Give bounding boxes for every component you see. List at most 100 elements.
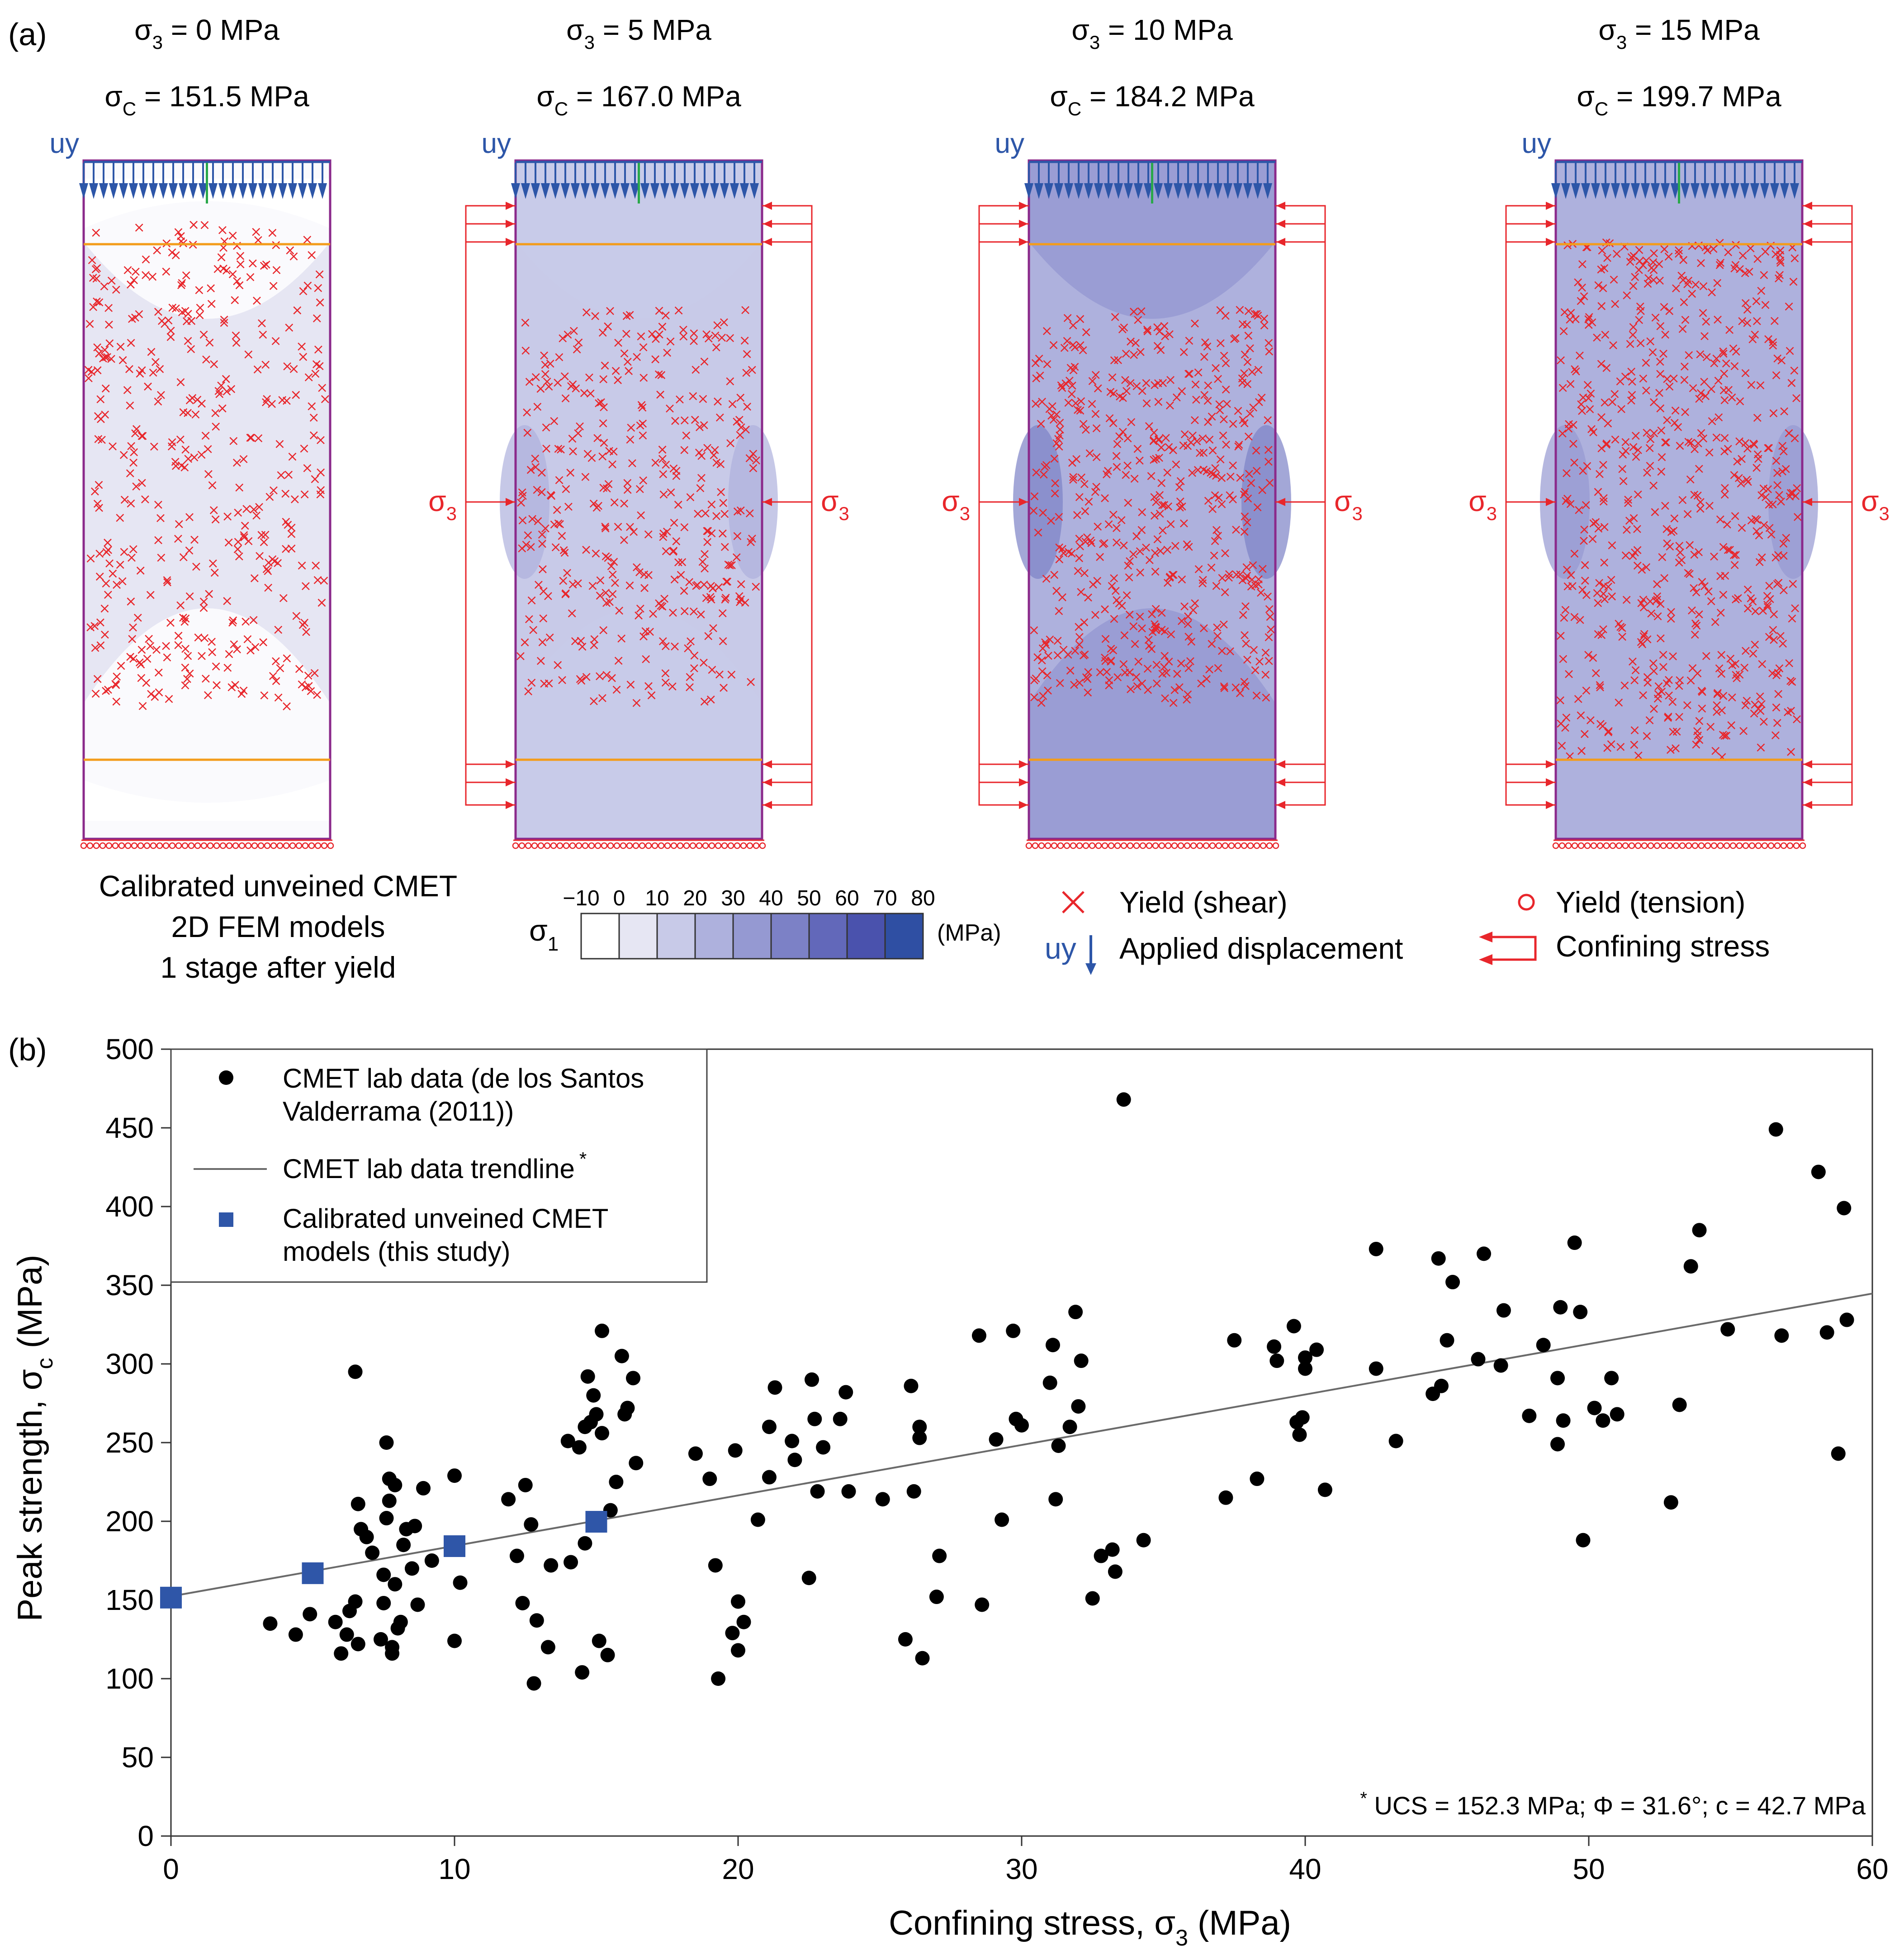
lab-data-point [912, 1430, 927, 1445]
yield-shear-marker [1116, 392, 1124, 401]
yield-shear-marker [700, 580, 708, 589]
yield-shear-marker [592, 549, 600, 558]
yield-shear-marker [637, 511, 645, 520]
yield-shear-marker [276, 664, 284, 672]
yield-shear-marker [573, 579, 582, 587]
yield-shear-marker [1127, 337, 1135, 346]
yield-shear-marker [252, 227, 260, 236]
yield-shear-marker [109, 569, 117, 578]
yield-shear-marker [1720, 369, 1729, 378]
yield-shear-marker [1594, 281, 1603, 289]
yield-shear-marker [1191, 599, 1199, 607]
lab-data-point [736, 1614, 751, 1629]
yield-shear-marker [1185, 369, 1194, 378]
yield-shear-marker [1596, 683, 1604, 691]
lab-data-point [339, 1627, 354, 1642]
yield-shear-marker [569, 327, 578, 335]
yield-shear-marker [1055, 442, 1063, 451]
yield-shear-marker [1076, 315, 1085, 323]
yield-shear-marker [551, 543, 560, 552]
yield-shear-marker [1627, 367, 1636, 376]
yield-shear-marker [1695, 717, 1704, 725]
yield-shear-marker [116, 514, 124, 522]
yield-shear-marker [703, 444, 711, 452]
yield-shear-marker [1711, 618, 1719, 626]
yield-shear-marker [1226, 491, 1234, 500]
colorbar-segment [884, 913, 924, 960]
yield-shear-marker [651, 355, 659, 364]
yield-shear-marker [1558, 429, 1567, 438]
yield-shear-marker [1123, 387, 1131, 395]
yield-shear-marker [1250, 310, 1259, 318]
yield-shear-marker [1786, 489, 1795, 497]
yield-shear-marker [540, 351, 548, 360]
yield-shear-marker [522, 540, 530, 549]
yield-shear-marker [1778, 467, 1786, 476]
yield-shear-marker [569, 447, 577, 455]
yield-shear-marker [1765, 582, 1774, 590]
yield-shear-marker [152, 358, 160, 366]
yield-shear-marker [1741, 269, 1749, 277]
yield-shear-marker [1105, 414, 1114, 422]
yield-shear-marker [518, 488, 526, 497]
yield-shear-marker [181, 445, 190, 454]
yield-shear-marker [1123, 461, 1132, 470]
yield-shear-marker [517, 498, 525, 507]
yield-shear-marker [1686, 475, 1695, 484]
yield-shear-marker [1610, 275, 1618, 284]
lab-data-point [989, 1432, 1004, 1447]
yield-shear-marker [1662, 438, 1670, 447]
yield-shear-marker [1169, 571, 1178, 579]
yield-shear-marker [156, 514, 165, 522]
colorbar-segment [808, 913, 848, 960]
yield-shear-marker [608, 590, 617, 598]
yield-shear-marker [590, 697, 598, 705]
yield-shear-marker [1604, 419, 1612, 428]
yield-shear-marker [118, 577, 127, 586]
yield-shear-marker [554, 661, 562, 669]
yield-shear-marker [1686, 676, 1695, 685]
yield-shear-marker [704, 527, 712, 535]
yield-shear-marker [625, 367, 633, 375]
lab-data-point [1116, 1092, 1131, 1107]
yield-shear-marker [1589, 653, 1597, 662]
yield-shear-marker [1766, 595, 1774, 603]
yield-shear-marker [1769, 626, 1777, 634]
yield-shear-marker [690, 664, 698, 672]
yield-shear-marker [287, 544, 296, 553]
x-tick-label: 30 [1005, 1853, 1037, 1885]
yield-shear-marker [580, 389, 588, 398]
x-axis-title: Confining stress, σ3 (MPa) [889, 1904, 1291, 1950]
yield-shear-marker [1751, 700, 1759, 709]
yield-shear-marker [112, 681, 120, 689]
yield-shear-marker [1131, 640, 1139, 648]
yield-shear-marker [1264, 592, 1272, 601]
yield-shear-marker [1660, 245, 1669, 253]
yield-shear-marker [1576, 615, 1584, 624]
yield-shear-marker [1093, 577, 1102, 585]
yield-shear-marker [1232, 570, 1241, 579]
yield-shear-marker [1601, 398, 1609, 407]
yield-shear-marker [1074, 406, 1082, 414]
yield-shear-marker [1160, 501, 1169, 509]
yield-shear-marker [1057, 381, 1066, 390]
yield-shear-marker [218, 226, 227, 234]
yield-shear-marker [278, 396, 287, 404]
yield-shear-marker [200, 221, 209, 229]
yield-shear-marker [1156, 346, 1165, 354]
yield-shear-marker [1132, 532, 1141, 540]
yield-shear-marker [1579, 393, 1587, 402]
yield-shear-marker [1058, 383, 1066, 392]
yield-shear-marker [1109, 419, 1118, 427]
yield-shear-marker [610, 498, 619, 506]
yield-shear-marker [1643, 429, 1651, 437]
yield-shear-marker [1763, 601, 1771, 609]
yield-shear-marker [1152, 661, 1161, 669]
yield-shear-marker [1204, 381, 1212, 390]
yield-shear-marker [1222, 440, 1230, 449]
yield-shear-marker [1720, 490, 1729, 499]
yield-shear-marker [190, 535, 199, 544]
yield-shear-marker [1618, 633, 1626, 641]
colorbar-tick-label: 70 [873, 886, 897, 910]
lab-data-point [334, 1646, 349, 1661]
